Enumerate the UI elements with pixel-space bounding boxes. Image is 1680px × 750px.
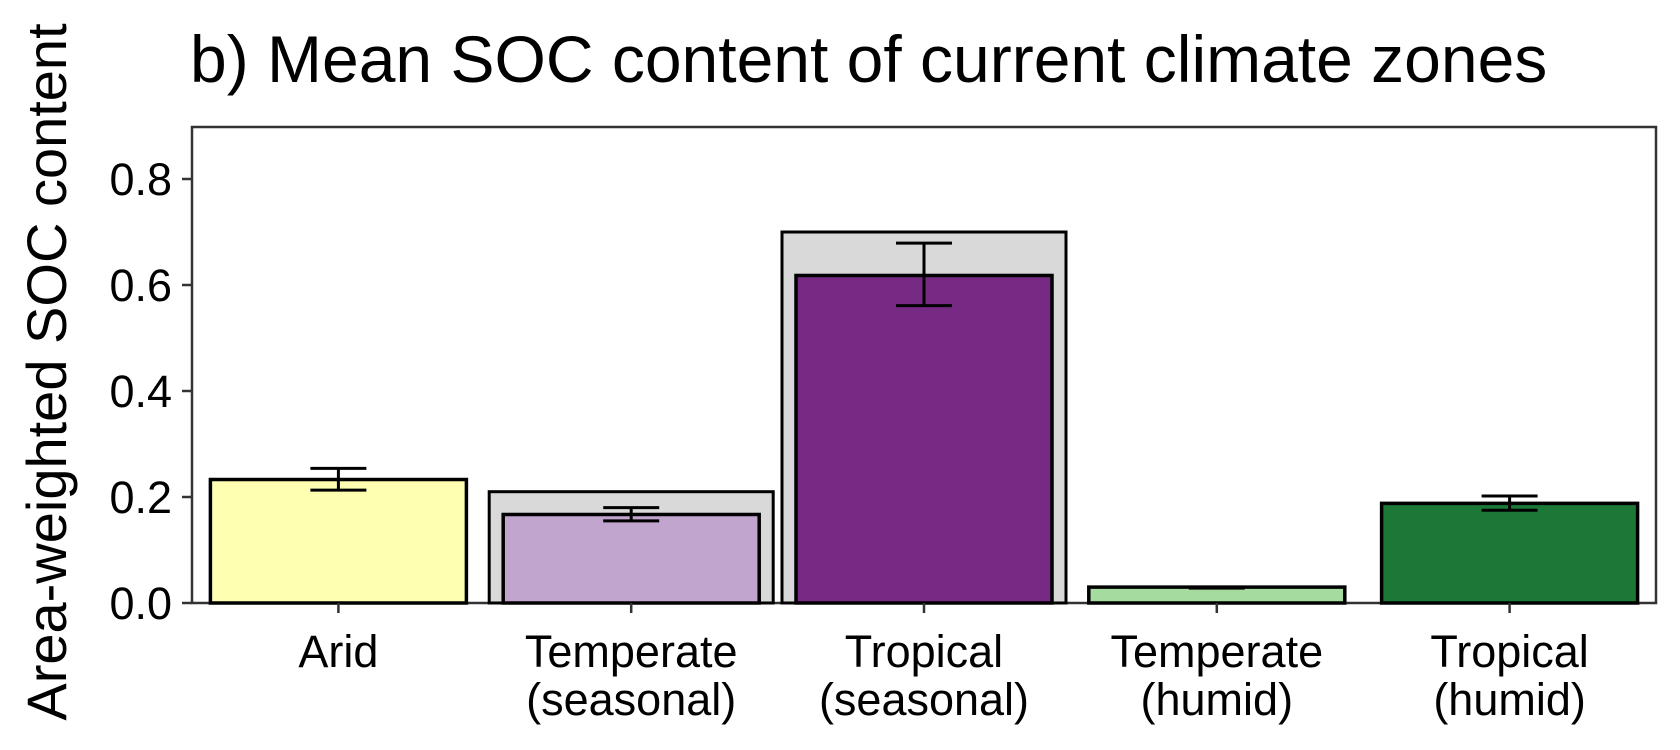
- y-tick-label: 0.6: [109, 260, 172, 311]
- x-tick-label-line: (humid): [1141, 674, 1294, 725]
- x-tick-label: Tropical (humid): [1430, 626, 1588, 725]
- bar: [1379, 501, 1640, 605]
- x-tick-label-line: (seasonal): [819, 674, 1029, 725]
- x-tick-label: Temperate (humid): [1110, 626, 1323, 725]
- x-tick-label-line: Temperate: [1110, 626, 1323, 677]
- y-axis-label: Area-weighted SOC content: [15, 23, 78, 721]
- bar: [501, 512, 761, 605]
- y-tick-label: 0.2: [109, 472, 172, 523]
- x-tick-label: Tropical (seasonal): [819, 626, 1029, 725]
- x-tick-label: Temperate (seasonal): [525, 626, 738, 725]
- chart-title: b) Mean SOC content of current climate z…: [190, 22, 1547, 96]
- bar: [208, 477, 469, 605]
- x-tick-label: Arid: [298, 626, 378, 677]
- x-tick-label-line: Tropical: [845, 626, 1003, 677]
- x-tick-label-line: Temperate: [525, 626, 738, 677]
- x-tick-label-line: (humid): [1433, 674, 1586, 725]
- x-tick-label-line: Arid: [298, 626, 378, 677]
- x-tick-label-line: Tropical: [1430, 626, 1588, 677]
- y-tick-label: 0.4: [109, 366, 172, 417]
- bar: [794, 273, 1054, 605]
- x-tick-label-line: (seasonal): [526, 674, 736, 725]
- y-tick-label: 0.0: [109, 578, 172, 629]
- y-tick-label: 0.8: [109, 154, 172, 205]
